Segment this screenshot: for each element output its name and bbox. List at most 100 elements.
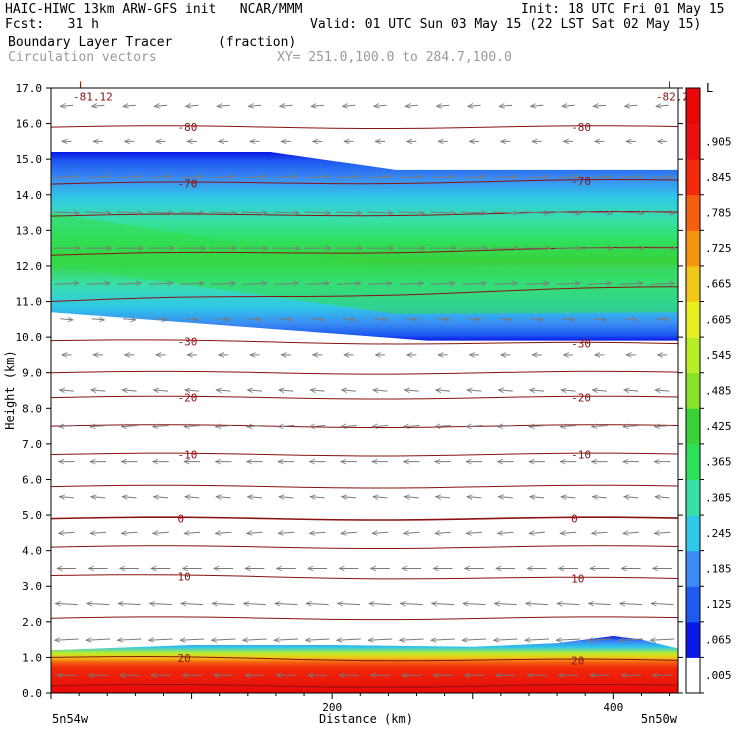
wind-vector	[90, 425, 107, 426]
wind-vector	[215, 532, 232, 533]
wind-vector	[336, 283, 361, 284]
wind-vector	[342, 390, 357, 391]
wind-vector	[122, 390, 137, 391]
wind-vector	[398, 212, 425, 213]
colorbar-swatch	[686, 194, 700, 231]
wind-vector	[211, 283, 235, 284]
wind-vector	[405, 105, 418, 106]
wind-vector	[467, 390, 482, 391]
wind-vector	[498, 425, 514, 426]
wind-vector	[55, 639, 79, 640]
contour-label: -10	[571, 449, 591, 462]
wind-vector	[122, 319, 136, 320]
wind-vector	[54, 283, 79, 284]
wind-vector	[649, 212, 676, 213]
wind-vector	[588, 176, 610, 177]
wind-vector	[121, 425, 138, 426]
wind-vector	[342, 105, 356, 106]
colorbar-swatch	[686, 515, 700, 552]
wind-vector	[367, 212, 393, 213]
wind-vector	[531, 105, 544, 106]
wind-vector	[368, 639, 393, 640]
temperature-contour	[51, 370, 678, 375]
wind-vector	[498, 532, 514, 533]
wind-vector	[180, 176, 203, 177]
valid-time: Valid: 01 UTC Sun 03 May 15 (22 LST Sat …	[310, 17, 702, 32]
wind-vector	[59, 390, 74, 391]
field-units: (fraction)	[218, 35, 297, 50]
wind-vector	[624, 390, 639, 391]
wind-vector	[436, 390, 451, 391]
wind-vector	[494, 603, 517, 604]
forecast-hour: Fcst: 31 h	[5, 17, 99, 32]
wind-vector	[556, 283, 580, 284]
colorbar-label: .605	[705, 313, 732, 326]
colorbar-label: .065	[705, 634, 732, 647]
wind-vector	[309, 532, 326, 533]
y-tick-label: 16.0	[16, 118, 43, 131]
temperature-contour	[51, 484, 678, 489]
wind-vector	[122, 497, 137, 498]
plot-frame	[50, 87, 679, 694]
temperature-contour	[51, 424, 678, 428]
colorbar-swatch	[686, 657, 700, 694]
overlay-name: Circulation vectors	[8, 50, 157, 65]
wind-vector	[555, 212, 581, 213]
contour-label: -80	[178, 121, 198, 134]
wind-vector	[654, 425, 671, 426]
wind-vector	[184, 425, 201, 426]
wind-vector	[153, 425, 169, 426]
wind-vector	[242, 283, 267, 284]
wind-vector	[430, 283, 455, 284]
wind-vector	[278, 532, 295, 533]
wind-vector	[184, 532, 201, 533]
wind-vector	[248, 390, 263, 391]
x-tick-label: 200	[322, 701, 342, 714]
wind-vector	[586, 212, 613, 213]
wind-vector	[275, 603, 298, 604]
wind-vector	[494, 639, 518, 640]
model-title: HAIC-HIWC 13km ARW-GFS init NCAR/MMM	[5, 2, 303, 17]
contour-label: -20	[178, 392, 198, 405]
wind-vector	[216, 390, 231, 391]
contour-label: 0	[571, 513, 578, 526]
wind-vector	[118, 603, 141, 604]
wind-vector	[55, 603, 78, 604]
wind-vector	[92, 105, 105, 106]
colorbar-label: .485	[705, 385, 732, 398]
wind-vector	[216, 497, 231, 498]
colorbar-label: .005	[705, 669, 732, 682]
wind-vector	[342, 319, 355, 320]
wind-vector	[59, 425, 75, 426]
wind-vector	[625, 105, 638, 106]
wind-vector	[274, 176, 297, 177]
wind-vector	[592, 425, 608, 426]
wind-vector	[618, 212, 644, 213]
wind-vector	[466, 425, 483, 426]
wind-vector	[468, 105, 481, 106]
contour-label: 10	[178, 570, 191, 583]
wind-vector	[279, 497, 294, 498]
y-axis-label: Height (km)	[3, 350, 17, 429]
wind-vector	[560, 532, 577, 533]
colorbar-label: .245	[705, 527, 732, 540]
wind-vector	[499, 319, 512, 320]
wind-vector	[241, 212, 268, 213]
wind-vector	[373, 390, 388, 391]
y-tick-label: 2.0	[22, 616, 42, 629]
wind-vector	[494, 176, 516, 177]
wind-vector	[593, 105, 607, 106]
wind-vector	[91, 390, 106, 391]
wind-vector	[624, 497, 639, 498]
wind-vector	[436, 497, 451, 498]
wind-vector	[524, 283, 549, 284]
contour-label: -20	[571, 392, 591, 405]
wind-vector	[274, 639, 299, 640]
colorbar-swatch	[686, 550, 700, 587]
temperature-contour	[51, 545, 678, 549]
wind-vector	[404, 532, 420, 533]
wind-vector	[186, 105, 199, 106]
wind-vector	[405, 319, 418, 320]
wind-vector	[430, 212, 456, 213]
wind-vector	[492, 212, 519, 213]
